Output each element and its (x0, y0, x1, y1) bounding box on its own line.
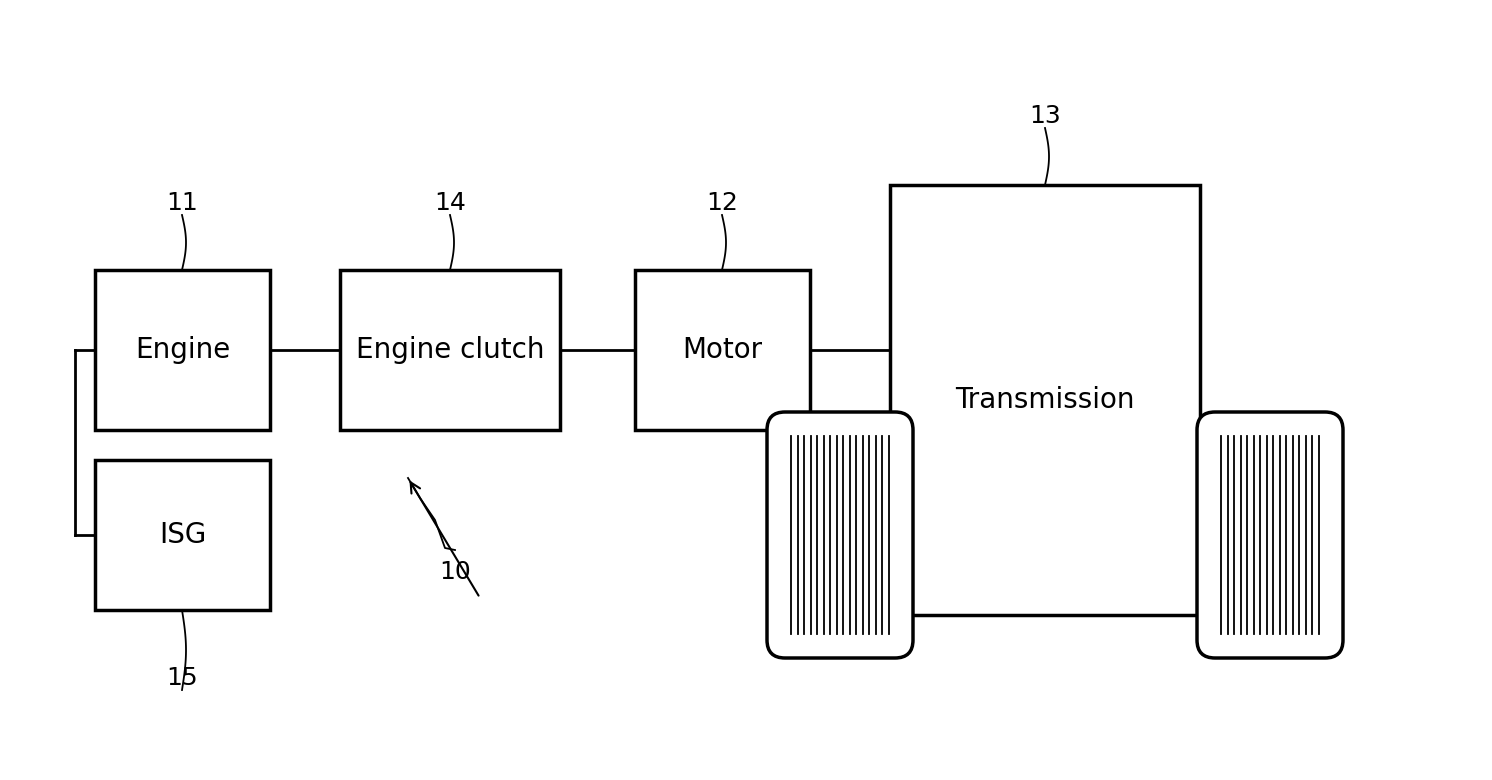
Bar (95, 460, 270, 610)
Text: 12: 12 (706, 191, 739, 215)
Text: Engine: Engine (134, 336, 230, 364)
Text: 14: 14 (434, 191, 466, 215)
Text: Transmission: Transmission (955, 386, 1135, 414)
Bar (636, 270, 810, 430)
Text: 15: 15 (166, 666, 198, 690)
Text: 13: 13 (1029, 104, 1061, 128)
Text: ISG: ISG (158, 521, 206, 549)
FancyBboxPatch shape (1197, 412, 1343, 658)
Bar (340, 270, 560, 430)
Bar (95, 270, 270, 430)
Text: 10: 10 (439, 560, 471, 584)
Text: Motor: Motor (682, 336, 762, 364)
Text: Engine clutch: Engine clutch (355, 336, 545, 364)
Bar (891, 185, 1200, 615)
Text: 11: 11 (166, 191, 198, 215)
FancyBboxPatch shape (767, 412, 913, 658)
